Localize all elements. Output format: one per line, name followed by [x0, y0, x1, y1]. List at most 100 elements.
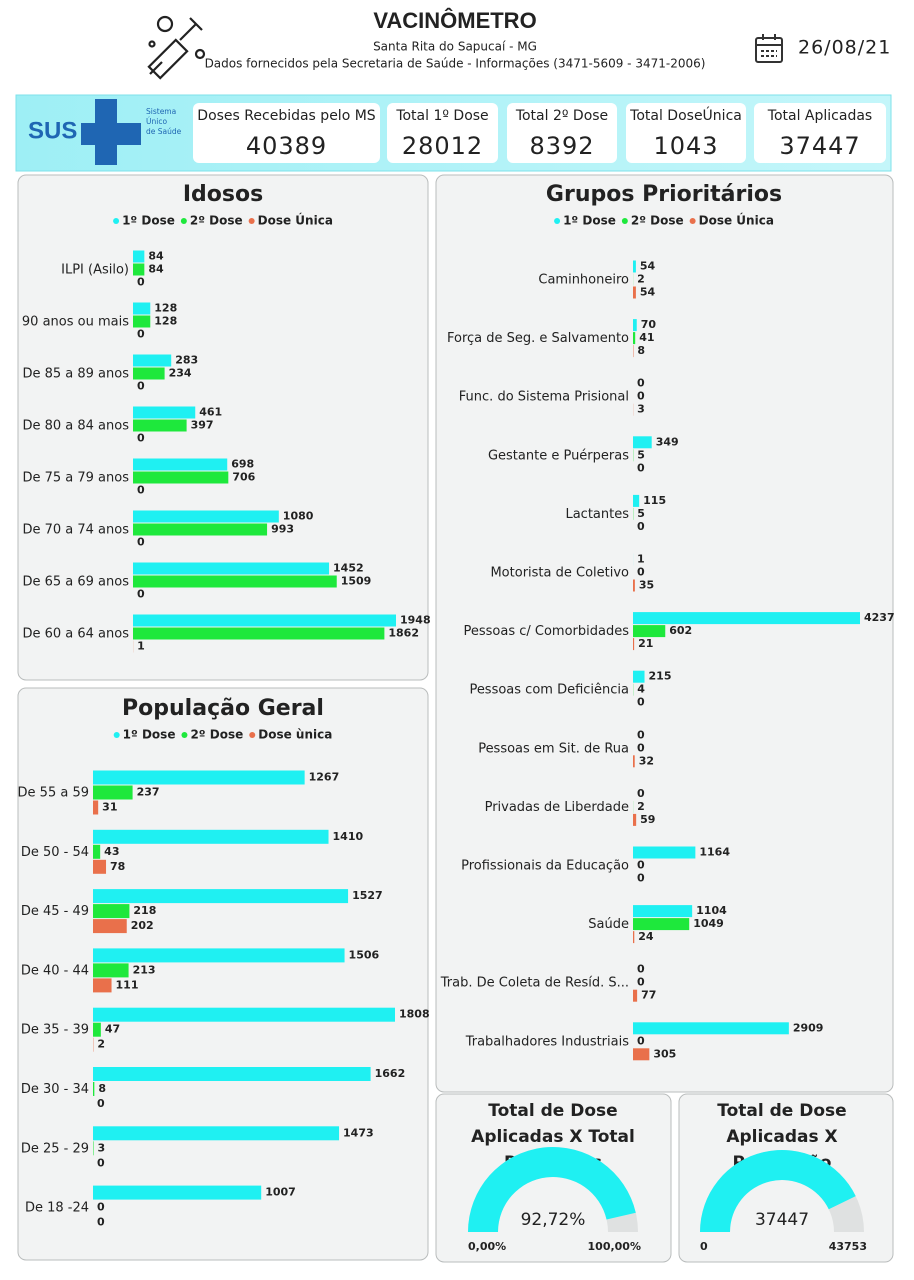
value-label: 2909 — [793, 1021, 824, 1034]
category-label: Caminhoneiro — [538, 273, 629, 288]
legend-label: 2º Dose — [190, 728, 243, 742]
logo-brand: SUS — [28, 117, 77, 144]
bar — [93, 770, 305, 785]
card-value: 1043 — [653, 132, 718, 160]
bar — [133, 614, 396, 627]
value-label: 0 — [637, 377, 645, 390]
card — [754, 103, 886, 163]
legend-swatch — [180, 218, 187, 224]
legend-label: 1º Dose — [563, 214, 616, 228]
bar — [633, 494, 640, 507]
value-label: 0 — [97, 1216, 105, 1229]
title-line: Total de Dose — [488, 1101, 617, 1121]
card-label: Total DoseÚnica — [629, 106, 742, 124]
value-label: 8 — [98, 1082, 106, 1095]
value-label: 0 — [637, 963, 645, 976]
category-label: Saúde — [588, 917, 629, 932]
value-label: 0 — [637, 859, 645, 872]
value-label: 1080 — [283, 510, 314, 523]
value-label: 602 — [669, 624, 692, 637]
bar — [133, 250, 145, 263]
category-label: Pessoas com Deficiência — [469, 683, 629, 698]
syringe-icon — [147, 15, 206, 80]
card-label: Total Aplicadas — [767, 108, 872, 124]
value-label: 0 — [637, 728, 645, 741]
category-label: De 75 a 79 anos — [22, 471, 129, 486]
value-label: 1049 — [693, 917, 724, 930]
value-label: 31 — [102, 801, 117, 814]
value-label: 1410 — [333, 830, 364, 843]
value-label: 0 — [97, 1097, 105, 1110]
value-label: 1473 — [343, 1126, 374, 1139]
card — [387, 103, 498, 163]
bar — [93, 1126, 340, 1141]
logo-line: Sistema — [146, 107, 176, 116]
value-label: 283 — [175, 354, 198, 367]
bar — [93, 1022, 101, 1037]
value-label: 0 — [637, 461, 645, 474]
bar — [133, 471, 229, 484]
value-label: 70 — [641, 318, 657, 331]
bar — [93, 978, 112, 993]
bar — [633, 1022, 789, 1035]
card-value: 28012 — [402, 132, 483, 160]
category-label: De 60 a 64 anos — [22, 627, 129, 642]
legend-swatch — [249, 732, 256, 738]
category-label: De 40 - 44 — [21, 963, 89, 978]
category-label: De 70 a 74 anos — [22, 523, 129, 538]
value-label: 0 — [637, 520, 645, 533]
card — [626, 103, 746, 163]
value-label: 0 — [137, 588, 145, 601]
bar — [93, 1082, 95, 1096]
bar — [633, 813, 637, 826]
value-label: 8 — [637, 344, 645, 357]
bar — [633, 625, 666, 638]
legend-label: Dose Única — [699, 213, 774, 228]
bar — [93, 889, 349, 904]
value-label: 2 — [637, 273, 645, 286]
card-value: 40389 — [246, 132, 327, 160]
category-label: De 35 - 39 — [21, 1023, 89, 1038]
category-label: Pessoas c/ Comorbidades — [463, 624, 629, 639]
title-line: Aplicadas X Total — [471, 1127, 635, 1147]
bar — [93, 844, 101, 859]
legend-swatch — [181, 732, 188, 738]
value-label: 0 — [637, 696, 645, 709]
legend: 1º Dose 2º Dose Dose ùnica — [113, 728, 332, 742]
gauge-max-label: 100,00% — [588, 1240, 641, 1253]
value-label: 1 — [637, 553, 645, 566]
gauge-min-label: 0,00% — [468, 1240, 506, 1253]
legend-label: 1º Dose — [122, 214, 175, 228]
card-label: Total 1º Dose — [395, 108, 488, 124]
category-label: De 30 - 34 — [21, 1082, 89, 1097]
bar — [93, 963, 129, 978]
bar — [633, 638, 635, 651]
value-label: 0 — [637, 1034, 645, 1047]
bar — [133, 367, 165, 380]
bar — [93, 1007, 395, 1022]
card-value: 37447 — [779, 132, 860, 160]
value-label: 78 — [110, 860, 125, 873]
subtitle: Santa Rita do Sapucaí - MG — [373, 40, 537, 54]
bar — [133, 575, 337, 588]
value-label: 397 — [191, 419, 214, 432]
value-label: 115 — [643, 494, 666, 507]
value-label: 1 — [137, 640, 145, 653]
value-label: 0 — [137, 432, 145, 445]
value-label: 349 — [656, 435, 679, 448]
bar — [633, 436, 652, 449]
legend-label: Dose Única — [258, 213, 333, 228]
bar — [633, 846, 696, 859]
bar — [133, 562, 330, 575]
category-label: Lactantes — [565, 507, 629, 522]
value-label: 2 — [97, 1038, 105, 1051]
value-label: 0 — [637, 390, 645, 403]
value-label: 1662 — [375, 1067, 406, 1080]
legend-swatch — [621, 218, 628, 224]
bar — [93, 1067, 371, 1081]
bar — [633, 1048, 650, 1061]
value-label: 234 — [169, 367, 192, 380]
value-label: 47 — [105, 1023, 120, 1036]
value-label: 84 — [148, 263, 164, 276]
value-label: 21 — [638, 637, 653, 650]
